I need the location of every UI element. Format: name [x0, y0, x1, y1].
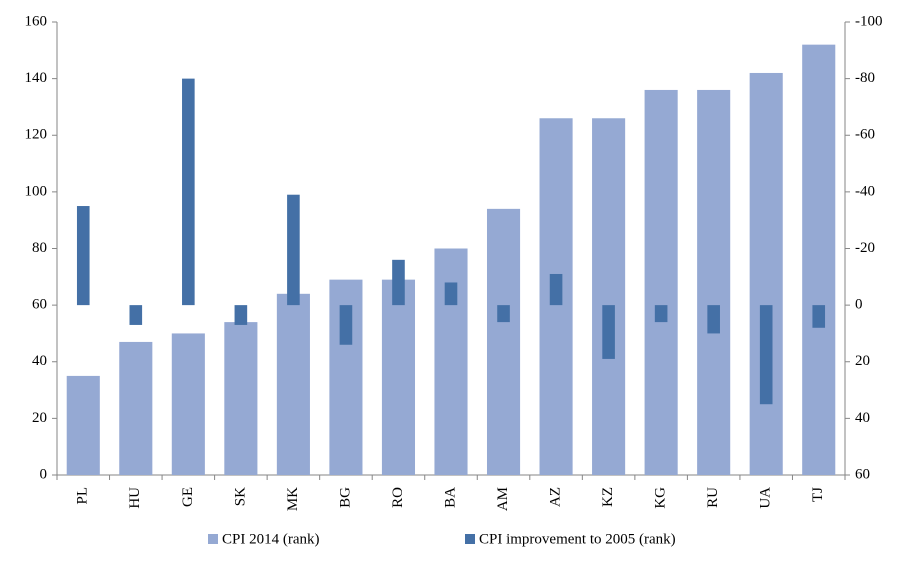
y-tick-label: 80: [32, 240, 47, 256]
bar: [697, 89, 731, 475]
bar: [707, 305, 720, 334]
bar: [654, 305, 668, 323]
bar: [759, 305, 773, 405]
x-tick-label: KZ: [600, 487, 616, 507]
x-tick-label: RU: [705, 487, 721, 508]
bar: [749, 72, 783, 476]
y2-tick-label: 60: [855, 466, 870, 482]
legend-label: CPI improvement to 2005 (rank): [479, 531, 676, 547]
legend-label: CPI 2014 (rank): [222, 531, 320, 547]
x-tick-label: SK: [232, 487, 248, 506]
y2-tick-label: -40: [855, 183, 875, 199]
bar: [234, 305, 248, 325]
y2-tick-label: -20: [855, 240, 875, 256]
x-tick-label: BG: [337, 487, 353, 508]
x-tick-label: MK: [285, 487, 301, 511]
bar: [66, 375, 100, 475]
y2-tick-label: 0: [855, 297, 863, 313]
x-tick-label: AZ: [548, 487, 564, 507]
bar: [392, 259, 405, 306]
y2-tick-label: -100: [855, 13, 883, 29]
x-tick-label: PL: [75, 487, 91, 505]
x-tick-label: HU: [127, 487, 143, 509]
y2-tick-label: -60: [855, 127, 875, 143]
y-tick-label: 60: [32, 297, 47, 313]
x-tick-label: AM: [495, 487, 511, 511]
x-tick-label: KG: [653, 487, 669, 509]
bar: [644, 89, 678, 475]
y-tick-label: 160: [25, 13, 48, 29]
x-tick-label: TJ: [810, 487, 826, 502]
bar: [224, 322, 258, 475]
x-tick-label: RO: [390, 487, 406, 508]
x-tick-label: GE: [180, 487, 196, 507]
y2-tick-label: -80: [855, 70, 875, 86]
legend-swatch: [208, 534, 218, 544]
bar: [339, 305, 353, 345]
y2-tick-label: 20: [855, 353, 870, 369]
legend-swatch: [465, 534, 475, 544]
bar: [592, 118, 626, 475]
y2-tick-label: 40: [855, 410, 870, 426]
x-tick-label: BA: [442, 487, 458, 508]
bar: [549, 273, 563, 306]
y-tick-label: 140: [25, 70, 48, 86]
y-tick-label: 120: [25, 127, 48, 143]
bar: [76, 206, 90, 306]
bar: [812, 305, 826, 328]
y-tick-label: 40: [32, 353, 47, 369]
bar: [287, 194, 300, 306]
x-tick-label: UA: [758, 487, 774, 509]
bar: [171, 333, 205, 475]
bar: [119, 341, 153, 475]
y-tick-label: 20: [32, 410, 47, 426]
bar: [276, 293, 310, 475]
bar: [497, 305, 510, 323]
bar: [182, 78, 195, 306]
y-tick-label: 0: [40, 466, 48, 482]
bar: [802, 44, 836, 476]
bar: [602, 305, 615, 359]
bar: [381, 279, 416, 475]
bar: [486, 208, 521, 476]
bar: [444, 282, 458, 306]
y-tick-label: 100: [25, 183, 48, 199]
bar: [129, 305, 143, 325]
